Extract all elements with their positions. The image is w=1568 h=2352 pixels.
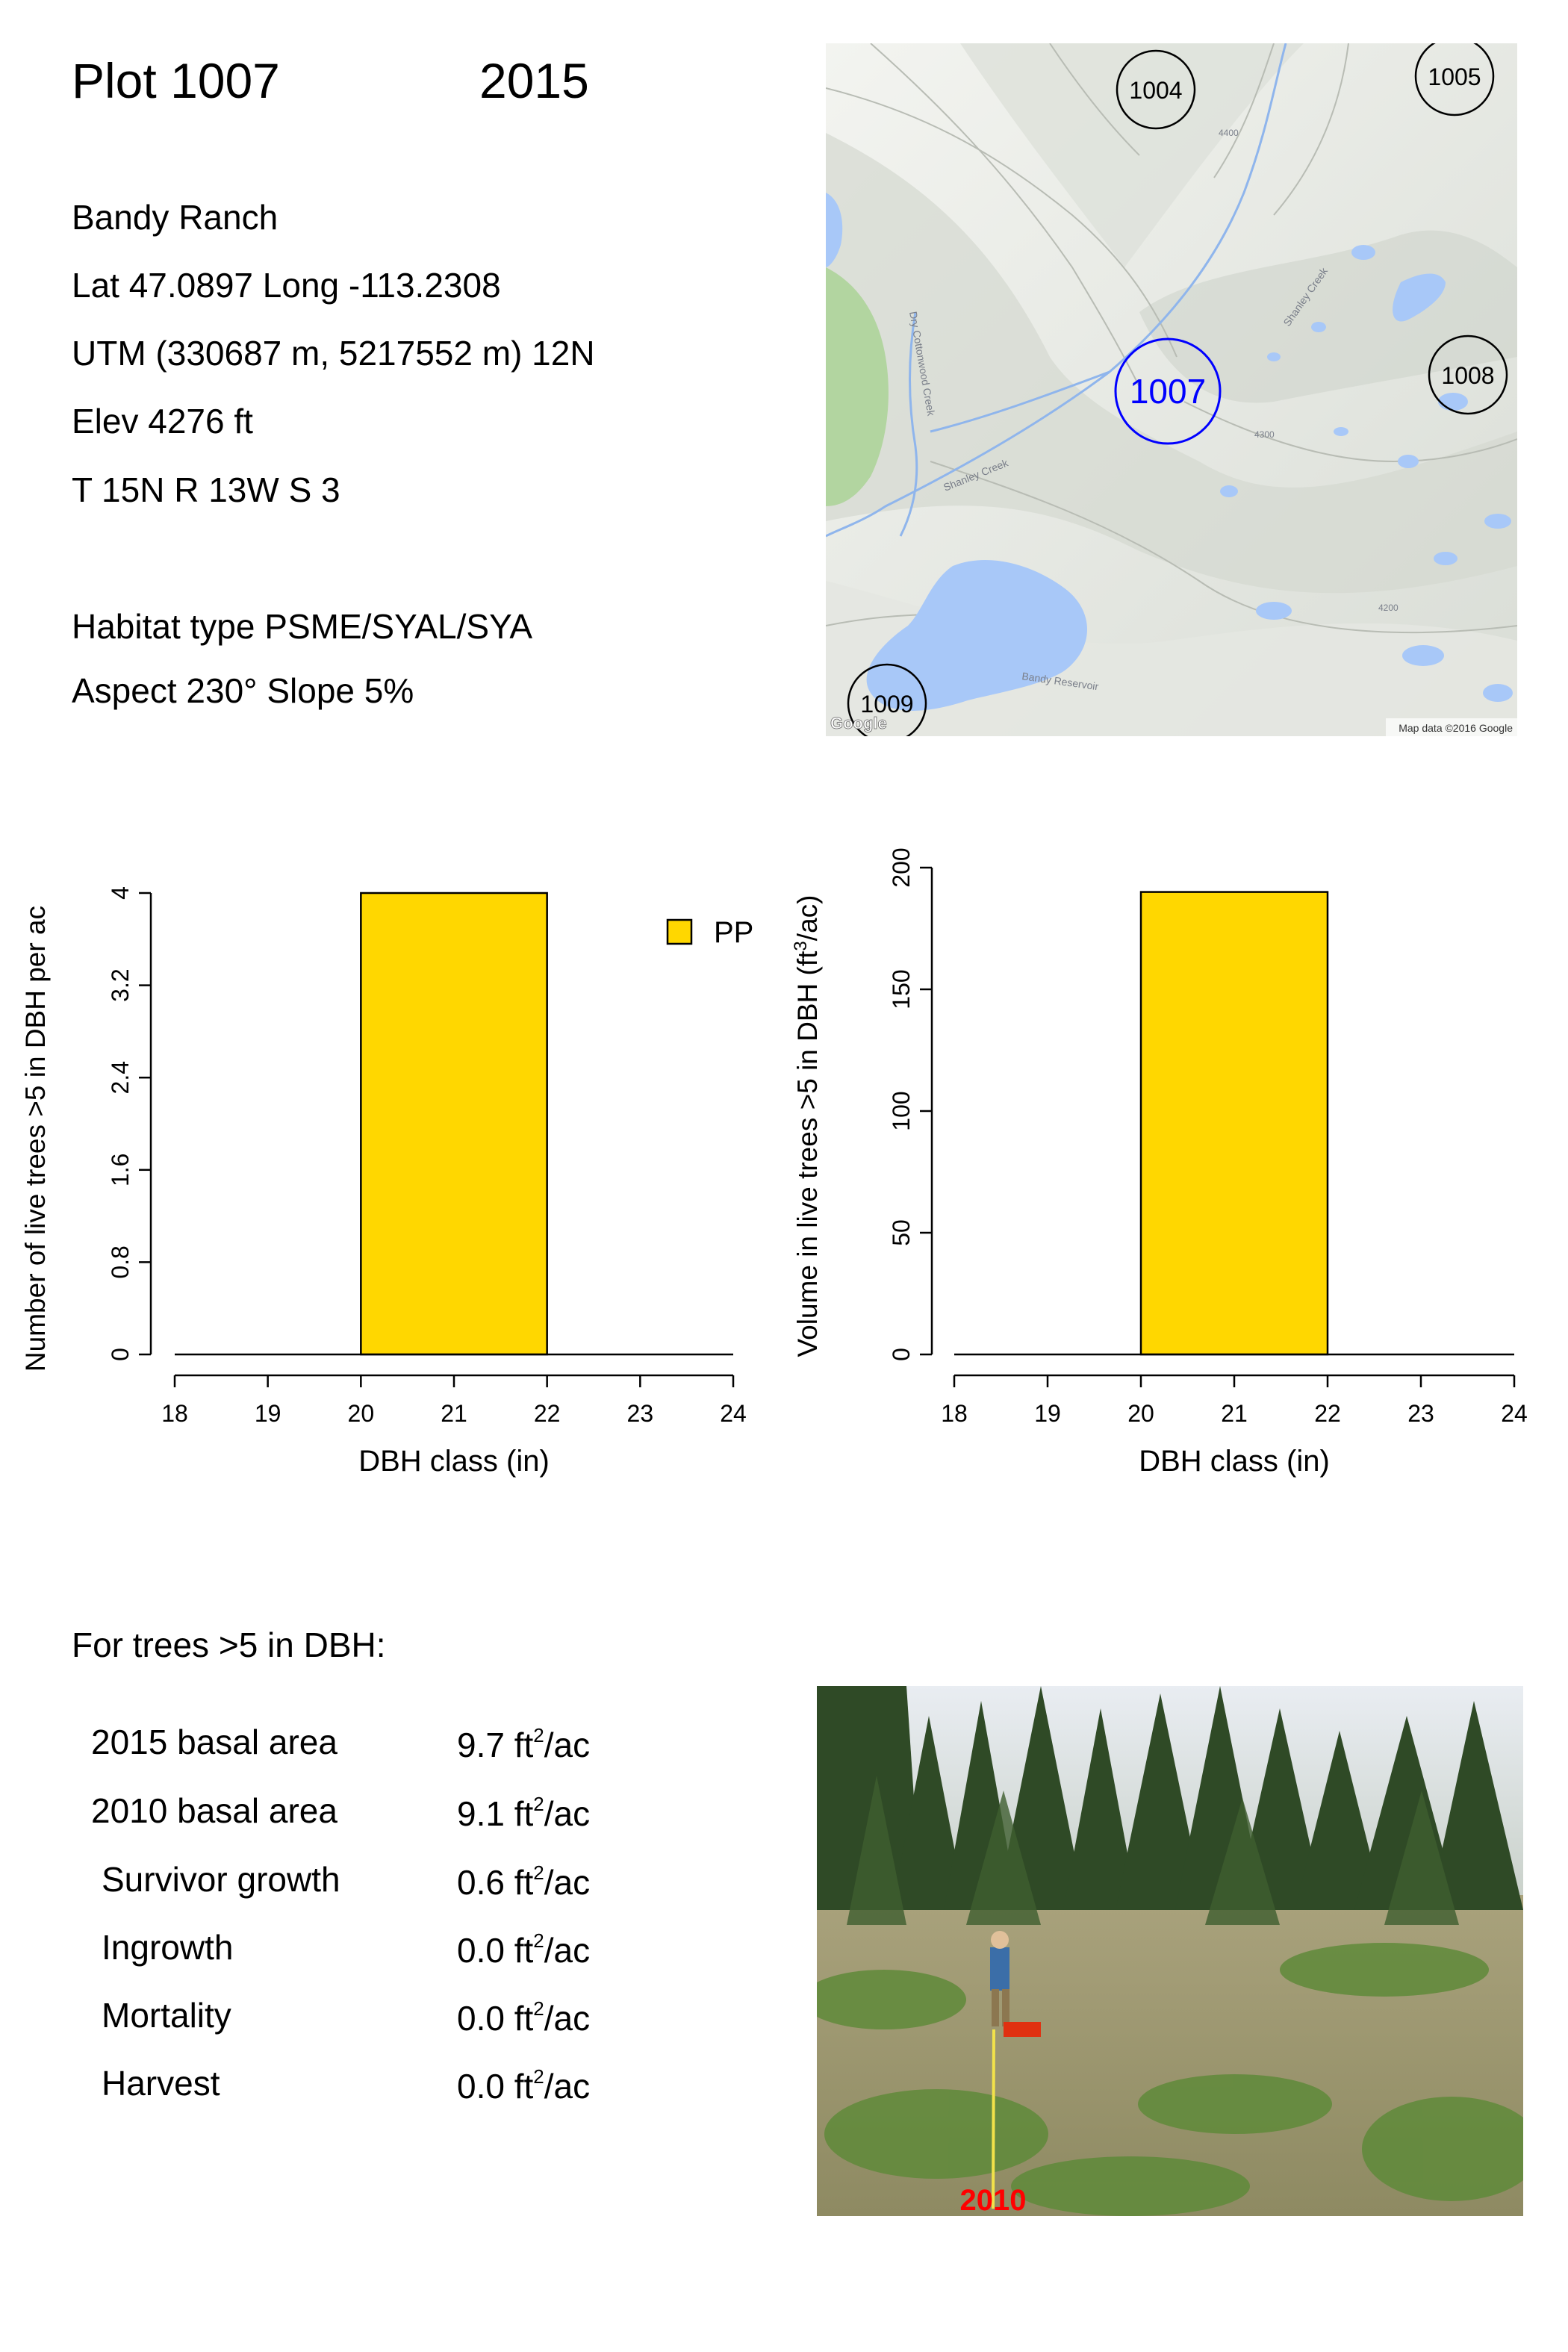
summary-row-label: Harvest <box>102 2064 220 2103</box>
summary-row-value: 0.6 ft2/ac <box>457 1861 591 1903</box>
photo-year-caption: 2010 <box>960 2184 1027 2216</box>
x-tick-label: 18 <box>941 1400 968 1427</box>
summary-value-suffix: /ac <box>544 2067 591 2106</box>
plot-marker-1009[interactable] <box>847 663 927 736</box>
google-logo: Google <box>830 714 887 732</box>
summary-value-number: 0.0 ft <box>457 1999 534 2038</box>
summary-row-value: 9.7 ft2/ac <box>457 1724 591 1765</box>
y-tick-label: 2.4 <box>107 1061 134 1094</box>
x-tick-label: 20 <box>1127 1400 1154 1427</box>
plot-year: 2015 <box>479 53 589 108</box>
bar-20-22 <box>360 892 548 1356</box>
plot-marker-1007[interactable] <box>1114 337 1222 445</box>
x-tick-label: 19 <box>1034 1400 1061 1427</box>
x-tick-label: 22 <box>1314 1400 1341 1427</box>
x-axis-title: DBH class (in) <box>358 1445 550 1478</box>
y-tick-label: 1.6 <box>107 1154 134 1186</box>
summary-value-suffix: /ac <box>544 1863 591 1902</box>
plot-marker-label-1007: 1007 <box>1130 372 1206 411</box>
summary-value-number: 0.0 ft <box>457 1931 534 1970</box>
summary-row-label: Survivor growth <box>102 1860 340 1899</box>
y-axis-title-suffix: /ac) <box>792 895 823 942</box>
x-tick-label: 19 <box>255 1400 281 1427</box>
plot-marker-1005[interactable] <box>1414 43 1495 116</box>
map-label-contour-4400: 4400 <box>1219 128 1239 138</box>
x-tick-label: 20 <box>348 1400 375 1427</box>
map-graphic: Shanley Creek Shanley Creek Dry Cottonwo… <box>826 43 1517 736</box>
summary-value-sup: 2 <box>533 1997 544 2020</box>
summary-value-sup: 2 <box>533 1793 544 1815</box>
summary-value-number: 0.6 ft <box>457 1863 534 1902</box>
summary-value-sup: 2 <box>533 1929 544 1952</box>
y-tick-label: 200 <box>888 847 915 887</box>
summary-value-suffix: /ac <box>544 1999 591 2038</box>
y-tick-label: 4 <box>107 886 134 900</box>
summary-row-value: 0.0 ft2/ac <box>457 1997 591 2038</box>
plot-marker-label-1005: 1005 <box>1428 63 1481 90</box>
plot-marker-1008[interactable] <box>1428 335 1508 415</box>
summary-row-label: Ingrowth <box>102 1928 234 1967</box>
map-label-contour-4300: 4300 <box>1254 429 1275 440</box>
y-tick-label: 0 <box>107 1348 134 1361</box>
summary-value-sup: 2 <box>533 2065 544 2088</box>
x-tick-label: 18 <box>161 1400 188 1427</box>
photo-graphic: 2010 <box>817 1686 1523 2216</box>
x-axis-title: DBH class (in) <box>1139 1445 1330 1478</box>
utm-coordinates: UTM (330687 m, 5217552 m) 12N <box>72 334 595 373</box>
summary-value-number: 9.7 ft <box>457 1726 534 1764</box>
site-photo: 2010 <box>817 1686 1523 2216</box>
plot-title: Plot 1007 <box>72 53 280 108</box>
township-range-section: T 15N R 13W S 3 <box>72 470 340 509</box>
plot-marker-label-1008: 1008 <box>1441 362 1494 389</box>
summary-row-label: Mortality <box>102 1996 231 2035</box>
location-map[interactable]: Shanley Creek Shanley Creek Dry Cottonwo… <box>826 43 1517 736</box>
x-tick-label: 24 <box>720 1400 747 1427</box>
summary-value-number: 9.1 ft <box>457 1794 534 1833</box>
habitat-type: Habitat type PSME/SYAL/SYA <box>72 607 533 646</box>
y-tick-label: 3.2 <box>107 968 134 1001</box>
x-tick-label: 22 <box>534 1400 561 1427</box>
x-tick-label: 21 <box>441 1400 467 1427</box>
x-tick-label: 21 <box>1221 1400 1248 1427</box>
summary-value-suffix: /ac <box>544 1794 591 1833</box>
summary-row-value: 0.0 ft2/ac <box>457 1929 591 1970</box>
y-axis-title-main: Volume in live trees >5 in DBH (ft <box>792 951 823 1357</box>
y-tick-label: 100 <box>888 1091 915 1130</box>
y-axis-title: Number of live trees >5 in DBH per ac <box>20 906 51 1372</box>
summary-value-sup: 2 <box>533 1724 544 1746</box>
summary-row-label: 2015 basal area <box>91 1723 337 1761</box>
lat-long: Lat 47.0897 Long -113.2308 <box>72 266 501 305</box>
volume-chart: 0 50 100 150 200 18 19 20 21 22 23 24 DBH class (in)… <box>791 847 1528 1478</box>
x-tick-label: 23 <box>627 1400 654 1427</box>
summary-value-suffix: /ac <box>544 1931 591 1970</box>
summary-value-suffix: /ac <box>544 1726 591 1764</box>
legend-swatch-pp <box>666 918 693 945</box>
summary-value-number: 0.0 ft <box>457 2067 534 2106</box>
y-tick-label: 0.8 <box>107 1245 134 1278</box>
map-attribution: Map data ©2016 Google <box>1399 722 1513 734</box>
summary-row-value: 0.0 ft2/ac <box>457 2065 591 2106</box>
y-tick-label: 50 <box>888 1219 915 1246</box>
site-name: Bandy Ranch <box>72 198 279 237</box>
plot-marker-1004[interactable] <box>1116 49 1196 130</box>
x-tick-label: 23 <box>1407 1400 1434 1427</box>
bar-20-22 <box>1139 891 1329 1356</box>
park-area <box>826 267 889 506</box>
summary-row-value: 9.1 ft2/ac <box>457 1793 590 1834</box>
legend-label-pp: PP <box>714 916 753 949</box>
elevation: Elev 4276 ft <box>72 402 253 441</box>
plot-marker-label-1004: 1004 <box>1129 77 1182 104</box>
y-tick-label: 150 <box>888 969 915 1009</box>
summary-heading: For trees >5 in DBH: <box>72 1625 386 1664</box>
summary-value-sup: 2 <box>533 1861 544 1884</box>
aspect-slope: Aspect 230° Slope 5% <box>72 671 414 710</box>
plot-marker-label-1009: 1009 <box>860 691 913 718</box>
map-label-contour-4200: 4200 <box>1378 603 1399 613</box>
x-tick-label: 24 <box>1501 1400 1528 1427</box>
y-tick-label: 0 <box>888 1348 915 1361</box>
y-axis-title-sup: 3 <box>791 941 811 951</box>
count-chart: 0 0.8 1.6 2.4 3.2 4 18 19 20 21 22 23 24 DBH class (i… <box>20 886 753 1478</box>
summary-row-label: 2010 basal area <box>91 1791 337 1830</box>
y-axis-title: Volume in live trees >5 in DBH (ft3/ac) <box>791 895 823 1357</box>
